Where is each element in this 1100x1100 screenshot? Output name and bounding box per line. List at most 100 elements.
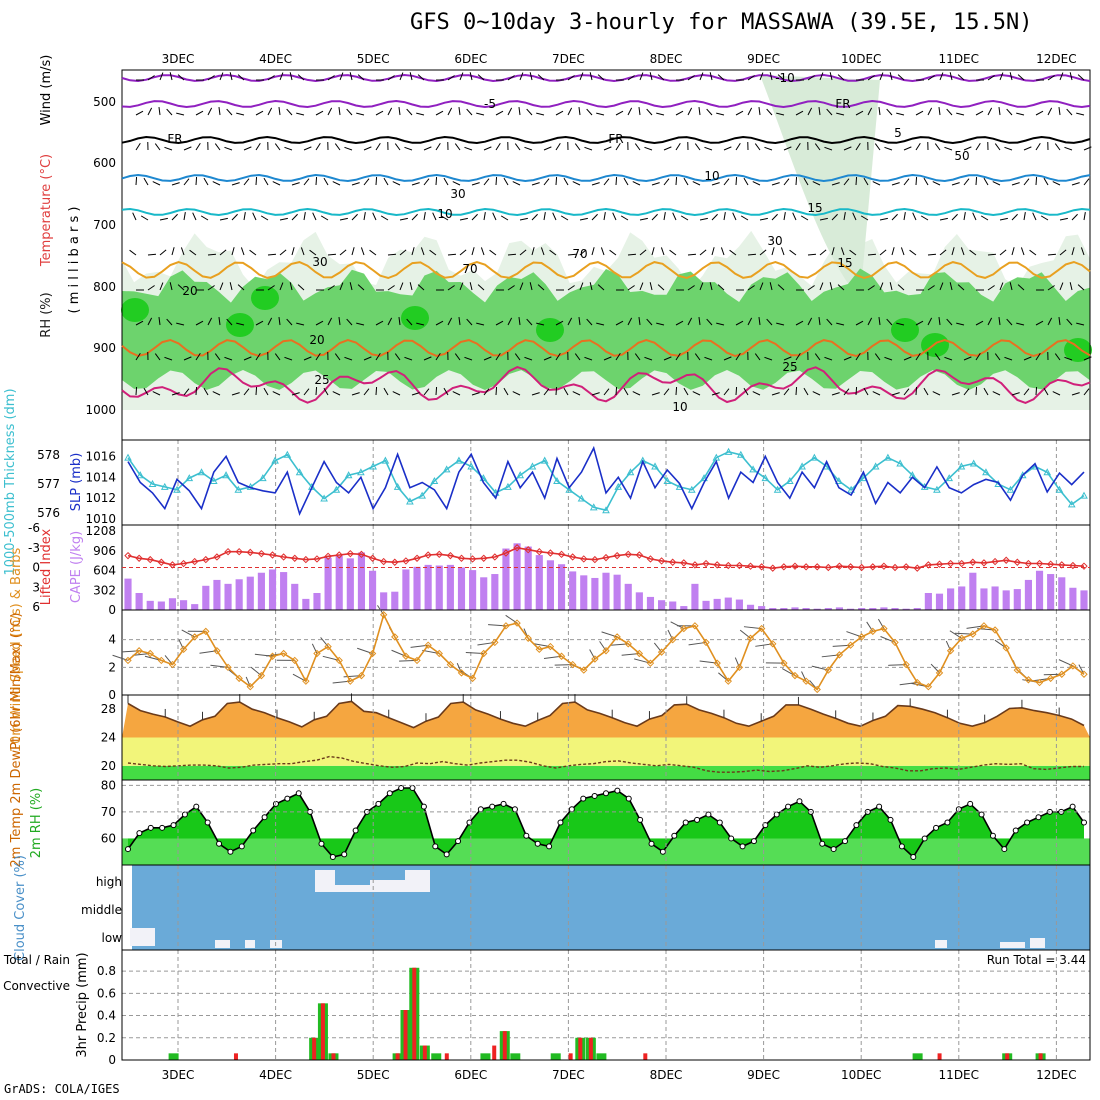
wind-barb bbox=[1083, 388, 1090, 396]
lifted-index-line-marker bbox=[746, 562, 755, 570]
thickness-line-marker bbox=[896, 459, 904, 467]
thickness-line-marker bbox=[234, 485, 243, 493]
rh-line-marker bbox=[557, 819, 564, 826]
wind-barb bbox=[777, 74, 785, 81]
wind-barb bbox=[735, 110, 744, 116]
wind-barb bbox=[524, 356, 533, 361]
wind-barb bbox=[356, 322, 365, 326]
wind-barb bbox=[177, 74, 185, 81]
thickness-line-marker bbox=[1055, 485, 1064, 493]
thickness-line-marker bbox=[295, 468, 304, 476]
lifted-index-line-marker bbox=[491, 553, 499, 561]
rh-line-marker bbox=[648, 840, 655, 847]
wind-barb bbox=[783, 356, 792, 361]
wind-speed-line-marker bbox=[624, 640, 632, 648]
contour-label: -5 bbox=[484, 97, 496, 111]
wind-barb bbox=[759, 72, 764, 81]
wind-barb bbox=[1006, 108, 1013, 116]
wind-barb bbox=[1006, 318, 1013, 326]
wind-barb bbox=[1076, 112, 1085, 116]
wind-barb bbox=[255, 386, 258, 396]
cape-bar bbox=[669, 601, 677, 610]
wind-barb bbox=[818, 107, 821, 116]
wind-barb bbox=[572, 181, 581, 186]
cape-bar bbox=[646, 596, 655, 610]
lifted-index-line-marker bbox=[891, 563, 899, 572]
wind-barb bbox=[1043, 387, 1049, 396]
wind-speed-line-marker bbox=[257, 671, 266, 680]
wind-barb bbox=[394, 353, 401, 361]
wind-barb bbox=[289, 282, 293, 291]
wind-barb bbox=[903, 388, 910, 396]
rh-line-marker bbox=[591, 792, 598, 799]
thickness-line-marker bbox=[969, 459, 978, 467]
wind-barb bbox=[447, 75, 455, 81]
wind-barb bbox=[843, 146, 852, 151]
thickness-line-marker bbox=[871, 462, 880, 470]
wind-speed-line-marker bbox=[413, 656, 421, 665]
rh-line-marker bbox=[887, 816, 894, 823]
thickness-line-marker bbox=[773, 485, 782, 493]
lifted-index-line-marker bbox=[735, 561, 744, 570]
contour-label: 30 bbox=[450, 187, 465, 201]
wind-speed-line-marker bbox=[391, 633, 399, 641]
rh-line-marker bbox=[1069, 803, 1076, 810]
wind-barb bbox=[1023, 178, 1030, 186]
wind-barb bbox=[300, 247, 305, 256]
wind-barb bbox=[909, 249, 917, 256]
wind-speed-line-marker bbox=[346, 677, 355, 685]
wind-tick-label: 2 bbox=[108, 660, 116, 674]
wind-barb bbox=[675, 110, 684, 116]
wind-barb bbox=[192, 212, 197, 221]
wind-barb bbox=[471, 213, 478, 221]
lifted-index-line-marker bbox=[379, 557, 388, 566]
wind-barb bbox=[1023, 212, 1026, 221]
wind-barb bbox=[855, 386, 858, 396]
wind-barb bbox=[1083, 356, 1092, 361]
lifted-index-line-marker bbox=[646, 555, 655, 563]
wind-barb bbox=[284, 146, 293, 151]
contour-label: -10 bbox=[775, 71, 795, 85]
wind-barb bbox=[920, 215, 929, 221]
cape-bar bbox=[824, 608, 832, 610]
wind-barb bbox=[994, 353, 1001, 361]
lifted-index-line-marker bbox=[791, 562, 799, 570]
precip-total-bar bbox=[168, 1053, 179, 1060]
cape-bar bbox=[780, 608, 788, 610]
thickness-line-marker bbox=[602, 506, 610, 514]
cape-bar bbox=[1024, 579, 1032, 610]
wind-barb bbox=[1035, 320, 1044, 326]
wind-barb bbox=[879, 217, 888, 221]
lifted-tick-label: -3 bbox=[28, 541, 40, 555]
wind-barb bbox=[597, 284, 605, 291]
thickness-line-marker bbox=[442, 465, 451, 473]
wind-barb bbox=[574, 143, 581, 151]
rh-line-marker bbox=[1012, 827, 1019, 834]
lifted-index-line-marker bbox=[1002, 556, 1010, 564]
wind-speed-line-marker bbox=[813, 685, 821, 694]
cloud-clear-patch bbox=[405, 870, 430, 892]
lifted-index-line-marker bbox=[691, 561, 699, 569]
wind-barb bbox=[303, 178, 310, 186]
rh-line-marker bbox=[989, 832, 996, 839]
wind-barb bbox=[999, 217, 1008, 221]
wind-barb bbox=[783, 146, 792, 151]
rh-bright-patch bbox=[891, 318, 919, 342]
wind-barb bbox=[855, 352, 861, 361]
lifted-tick-label: -6 bbox=[28, 521, 40, 535]
lifted-index-line-marker bbox=[480, 554, 488, 562]
precip-convective-bar bbox=[395, 1053, 400, 1060]
cape-bar bbox=[180, 600, 188, 610]
wind-barb bbox=[464, 146, 473, 151]
wind-barb bbox=[464, 356, 473, 361]
wind-barb bbox=[826, 318, 833, 326]
rh-line-marker bbox=[455, 838, 462, 845]
precip-legend-label: Convective bbox=[3, 979, 70, 993]
wind-speed-line-marker bbox=[124, 656, 132, 665]
wind-barb bbox=[915, 386, 918, 396]
rh-line-marker bbox=[910, 854, 917, 861]
wind-speed-line-marker bbox=[146, 649, 154, 658]
wind-barb bbox=[398, 317, 401, 326]
thickness-line-marker bbox=[504, 482, 512, 490]
wind-speed-line-marker bbox=[1069, 662, 1077, 670]
